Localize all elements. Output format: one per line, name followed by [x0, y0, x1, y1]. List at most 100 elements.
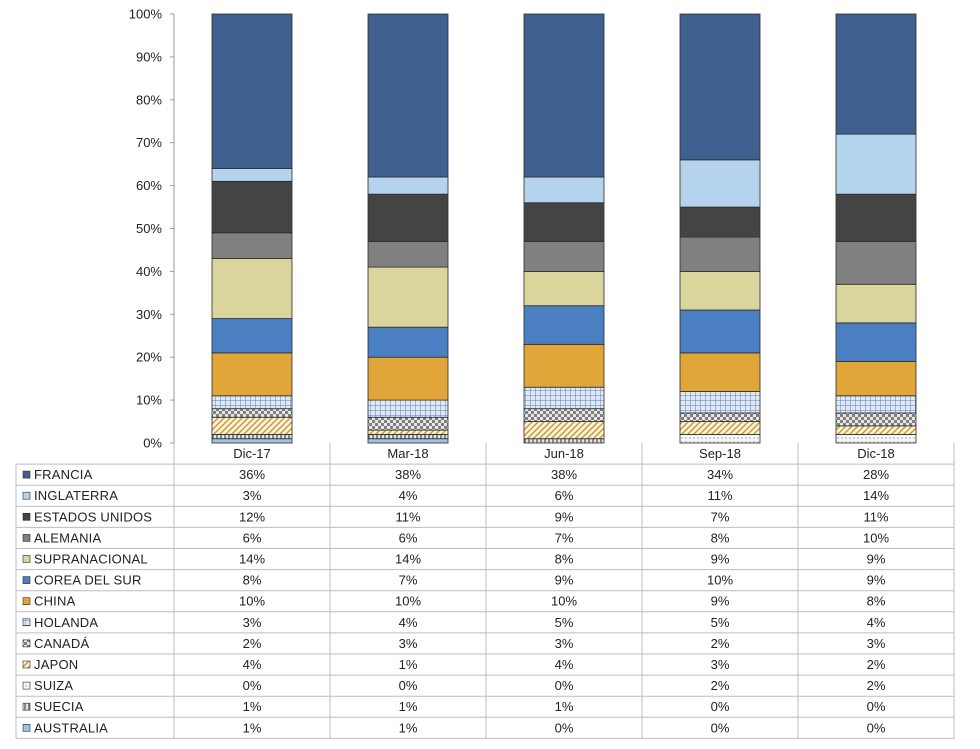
bar-segment-inglaterra [679, 159, 761, 208]
legend-key-alemania [22, 534, 31, 542]
data-label: 0% [555, 678, 574, 693]
data-label: 2% [711, 636, 730, 651]
y-tick-label: 40% [136, 264, 162, 279]
legend-entry: SUIZA [34, 678, 73, 693]
data-label: 9% [555, 573, 574, 588]
bar-segment-holanda [523, 386, 605, 410]
bar-segment-suecia [367, 434, 449, 440]
bar-segment-china [679, 352, 761, 392]
legend-entry: SUECIA [34, 699, 84, 714]
legend-key-inglaterra [22, 491, 31, 500]
data-label: 9% [867, 573, 886, 588]
bar-segment-corea-del-sur [367, 326, 449, 358]
data-label: 0% [867, 720, 886, 735]
bar-segment-alemania [211, 232, 293, 259]
legend-key-canadá [22, 639, 31, 648]
data-label: 4% [243, 657, 262, 672]
y-tick-label: 10% [136, 393, 162, 408]
data-label: 1% [399, 657, 418, 672]
data-label: 0% [711, 699, 730, 714]
data-label: 7% [555, 530, 574, 545]
data-label: 1% [399, 699, 418, 714]
legend-key-corea-del-sur [22, 576, 31, 584]
data-label: 11% [707, 488, 732, 503]
bar-segment-supranacional [367, 266, 449, 328]
y-tick-label: 50% [136, 221, 162, 236]
bar-segment-holanda [679, 391, 761, 414]
data-label: 38% [551, 467, 577, 482]
data-label: 8% [867, 594, 886, 609]
data-label: 14% [395, 552, 421, 567]
data-label: 0% [243, 678, 262, 693]
legend-entry: SUPRANACIONAL [34, 552, 148, 567]
bar-segment-corea-del-sur [523, 305, 605, 345]
legend-entry: ALEMANIA [34, 530, 101, 545]
bar-segment-alemania [835, 240, 917, 285]
category-label: Sep-18 [699, 446, 741, 461]
bar-segment-estados-unidos [523, 202, 605, 242]
bar-segment-estados-unidos [367, 193, 449, 242]
legend-key-supranacional [22, 555, 31, 563]
data-label: 1% [243, 720, 262, 735]
data-label: 11% [395, 509, 420, 524]
category-label: Dic-17 [233, 446, 271, 461]
legend-key-estados-unidos [22, 512, 31, 521]
legend-entry: CHINA [34, 594, 76, 609]
data-label: 1% [555, 699, 574, 714]
bar-segment-china [367, 356, 449, 401]
bars [211, 13, 917, 444]
bar-segment-supranacional [835, 283, 917, 324]
data-label: 2% [867, 657, 886, 672]
data-label: 8% [243, 573, 262, 588]
bar-segment-inglaterra [211, 168, 293, 182]
y-tick-label: 30% [136, 307, 162, 322]
bar-segment-china [835, 361, 917, 397]
data-table: Dic-17 Mar-18 Jun-18 Sep-18 Dic-18 FRANCIA 36%… [15, 443, 955, 739]
bar-segment-suiza [679, 434, 761, 444]
data-label: 4% [399, 488, 418, 503]
legend-key-japon [22, 660, 31, 669]
bar-segment-japon [835, 425, 917, 435]
data-label: 38% [395, 467, 421, 482]
data-label: 9% [711, 594, 730, 609]
y-tick-label: 0% [143, 436, 162, 451]
bar-segment-corea-del-sur [211, 318, 293, 354]
bar-segment-australia [211, 438, 293, 444]
data-label: 10% [707, 573, 733, 588]
bar-segment-alemania [523, 240, 605, 272]
bar-segment-corea-del-sur [679, 309, 761, 354]
data-label: 7% [399, 573, 418, 588]
data-label: 3% [399, 636, 418, 651]
bar-segment-suiza [835, 434, 917, 444]
data-label: 0% [711, 720, 730, 735]
data-label: 36% [239, 467, 265, 482]
bar-segment-australia [367, 438, 449, 444]
data-label: 0% [555, 720, 574, 735]
category-label: Dic-18 [857, 446, 895, 461]
data-label: 10% [395, 594, 421, 609]
data-label: 11% [863, 509, 888, 524]
legend-entry: FRANCIA [34, 467, 93, 482]
data-label: 10% [863, 530, 889, 545]
data-label: 3% [867, 636, 886, 651]
bar-segment-japon [523, 421, 605, 440]
bar-segment-francia [211, 13, 293, 169]
data-label: 4% [399, 615, 418, 630]
bar-segment-alemania [367, 240, 449, 268]
legend-entry: JAPON [34, 657, 78, 672]
legend-key-suecia [22, 702, 31, 711]
category-label: Mar-18 [387, 446, 428, 461]
legend-entry: INGLATERRA [34, 488, 118, 503]
data-label: 5% [711, 615, 730, 630]
bar-segment-china [211, 352, 293, 397]
bar-segment-japon [367, 429, 449, 435]
bar-segment-suecia [523, 438, 605, 444]
data-label: 10% [239, 594, 265, 609]
bar-segment-estados-unidos [835, 193, 917, 242]
legend-entry: ESTADOS UNIDOS [34, 509, 152, 524]
bar-segment-canadá [835, 412, 917, 427]
bar-segment-inglaterra [367, 176, 449, 195]
bar-segment-inglaterra [835, 133, 917, 195]
data-label: 14% [863, 488, 889, 503]
